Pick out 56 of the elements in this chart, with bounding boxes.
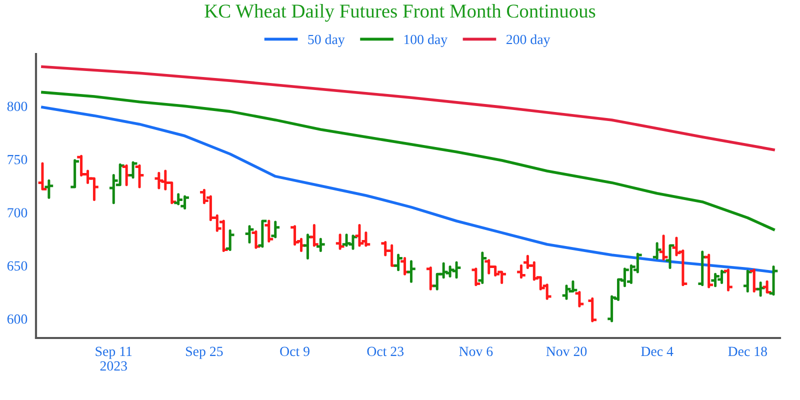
- candlestick: [271, 220, 280, 238]
- candlestick: [698, 250, 707, 286]
- candlestick: [659, 234, 668, 261]
- x-tick-label: Dec 4: [641, 346, 674, 356]
- candlestick: [336, 234, 344, 250]
- candlestick: [310, 224, 318, 247]
- candlestick: [517, 264, 526, 279]
- candlestick: [245, 225, 254, 244]
- candlestick: [472, 268, 480, 286]
- candlestick: [750, 268, 758, 292]
- candlestick: [264, 220, 274, 242]
- candlestick: [44, 179, 54, 199]
- candlestick: [252, 230, 260, 249]
- candlestick: [575, 291, 584, 308]
- candlestick: [128, 161, 138, 179]
- line-series: [41, 90, 775, 231]
- x-tick-label: Oct 23: [367, 346, 404, 356]
- line-series: [41, 65, 775, 152]
- candlestick: [756, 281, 765, 297]
- candlestick: [258, 220, 267, 248]
- legend-label: 200 day: [506, 34, 550, 48]
- y-tick-label: 700: [8, 208, 28, 218]
- y-tick-label: 650: [7, 261, 28, 271]
- candlestick: [724, 268, 732, 292]
- candlestick: [762, 280, 772, 294]
- x-tick-label: Oct 9: [280, 346, 310, 356]
- x-tick-label: Sep 11 2023: [96, 346, 132, 371]
- y-tick-label: 750: [8, 154, 28, 164]
- y-tick-label: 600: [7, 314, 28, 324]
- candlestick: [743, 270, 752, 292]
- candlestick: [666, 244, 674, 270]
- candlestick: [426, 266, 435, 290]
- chart-title: KC Wheat Daily Futures Front Month Continuous: [204, 4, 596, 22]
- x-tick-label: Nov 20: [546, 346, 587, 356]
- legend-label: 100 day: [404, 34, 448, 48]
- candlestick: [394, 254, 402, 272]
- candlestick: [70, 159, 79, 188]
- x-tick-label: Dec 18: [728, 346, 767, 356]
- candlestick: [478, 252, 487, 284]
- candlestick: [652, 242, 662, 260]
- candlestick: [38, 162, 47, 190]
- candlestick: [135, 164, 144, 188]
- candlestick: [154, 172, 164, 190]
- candlestick: [769, 265, 778, 296]
- x-tick-label: Sep 25: [186, 346, 223, 359]
- candlestick: [400, 256, 409, 276]
- legend-label: 50 day: [308, 34, 345, 48]
- candlestick: [407, 260, 416, 283]
- candlestick: [122, 164, 131, 186]
- y-tick-label: 800: [7, 102, 28, 112]
- candlestick: [304, 234, 312, 260]
- candlestick: [588, 297, 597, 322]
- candlestick: [226, 229, 234, 251]
- candlestick: [704, 254, 713, 288]
- x-tick-label: Nov 6: [459, 346, 493, 356]
- candlestick: [316, 238, 325, 252]
